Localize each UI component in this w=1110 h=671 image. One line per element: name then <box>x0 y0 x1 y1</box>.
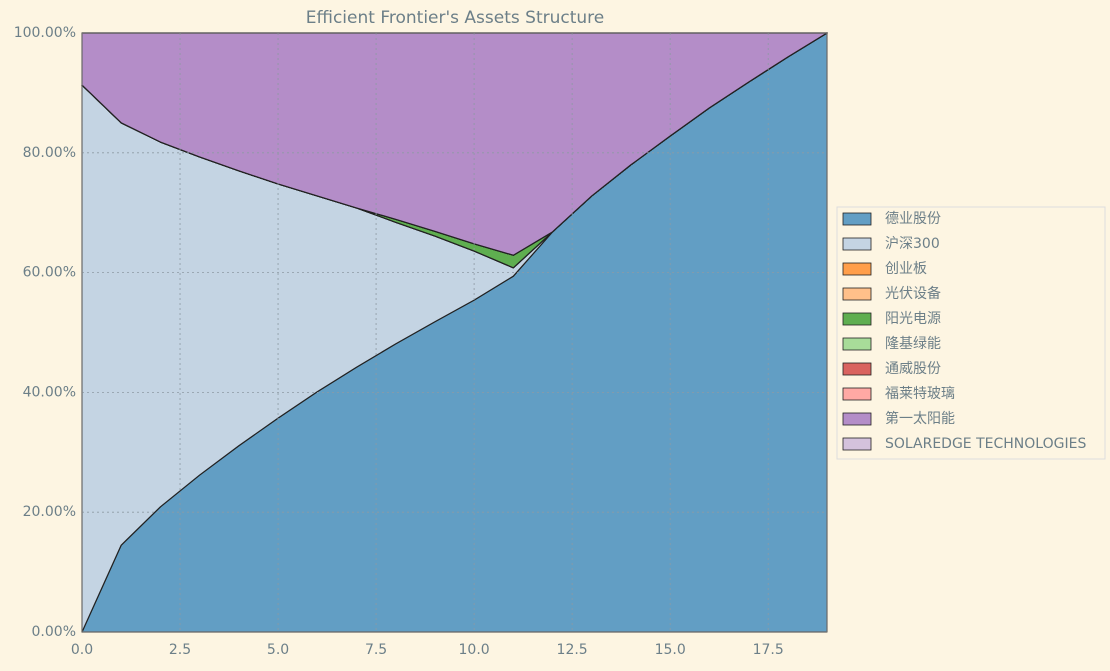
y-tick-label: 20.00% <box>23 504 76 520</box>
legend-swatch <box>842 262 872 276</box>
legend-label: 光伏设备 <box>885 285 941 302</box>
legend-label: 第一太阳能 <box>885 410 955 427</box>
legend-swatch <box>842 212 872 226</box>
legend-label: 创业板 <box>885 261 927 277</box>
legend-label: 隆基绿能 <box>885 335 941 352</box>
legend-box <box>836 206 1106 460</box>
legend-label: 通威股份 <box>885 361 941 377</box>
x-tick-label: 17.5 <box>753 642 784 658</box>
legend-label: 阳光电源 <box>885 311 941 327</box>
x-tick-label: 2.5 <box>169 642 191 658</box>
y-tick-label: 100.00% <box>14 25 76 41</box>
legend-label: 沪深300 <box>885 236 940 252</box>
legend-swatch <box>842 437 872 451</box>
x-tick-label: 7.5 <box>365 642 387 658</box>
x-tick-label: 5.0 <box>267 642 289 658</box>
legend-swatch <box>842 362 872 376</box>
legend-label: 福莱特玻璃 <box>885 385 955 402</box>
x-tick-label: 0.0 <box>71 642 93 658</box>
legend-swatch <box>842 337 872 351</box>
y-tick-label: 40.00% <box>23 384 76 400</box>
legend-swatch <box>842 312 872 326</box>
y-tick-label: 80.00% <box>23 145 76 161</box>
legend-label: SOLAREDGE TECHNOLOGIES <box>885 436 1086 452</box>
plot-frame <box>81 32 828 633</box>
chart-title: Efficient Frontier's Assets Structure <box>306 8 604 28</box>
legend-label: 德业股份 <box>885 211 941 227</box>
legend-swatch <box>842 287 872 301</box>
y-tick-label: 0.00% <box>32 624 76 640</box>
legend-swatch <box>842 412 872 426</box>
x-tick-label: 12.5 <box>557 642 588 658</box>
y-tick-label: 60.00% <box>23 265 76 281</box>
legend-swatch <box>842 237 872 251</box>
x-tick-label: 10.0 <box>459 642 490 658</box>
legend-swatch <box>842 387 872 401</box>
x-tick-label: 15.0 <box>655 642 686 658</box>
